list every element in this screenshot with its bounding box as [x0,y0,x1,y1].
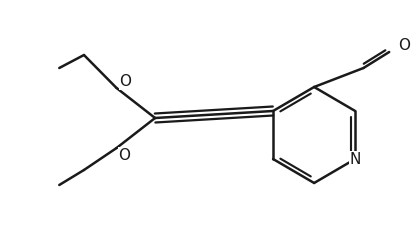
Text: O: O [119,147,131,162]
Text: N: N [349,151,361,167]
Text: O: O [398,38,410,54]
Text: O: O [119,75,131,89]
